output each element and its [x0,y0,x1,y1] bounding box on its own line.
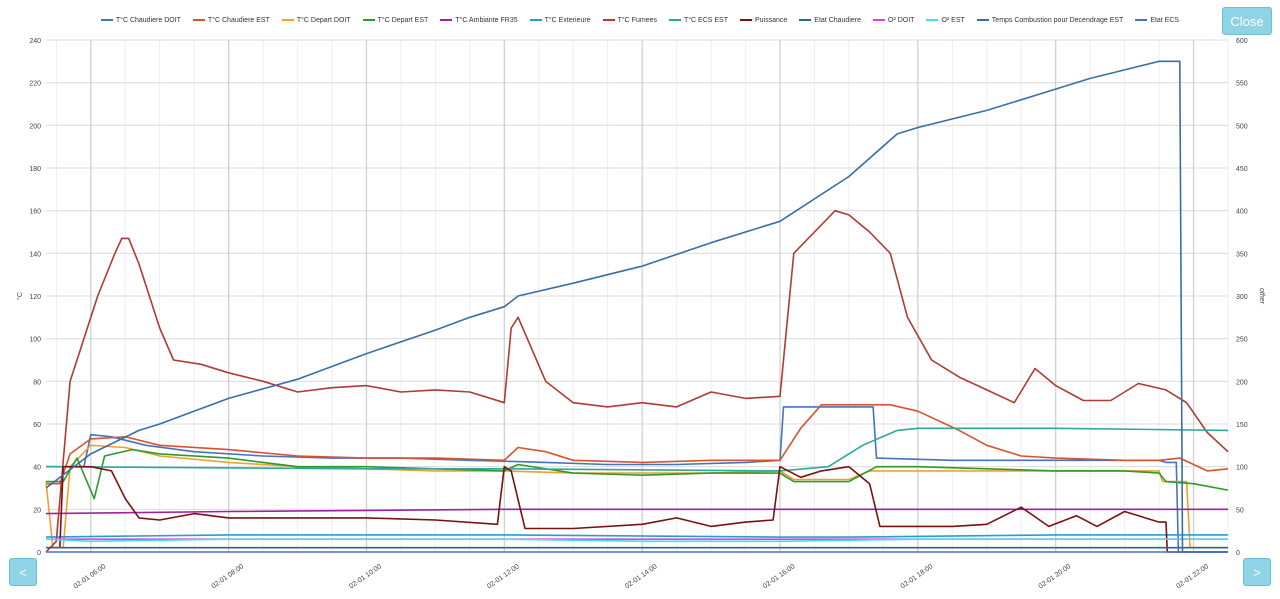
y-left-tick-label: 40 [33,465,41,472]
x-tick-label: 02-01 16:00 [762,563,797,590]
x-tick-label: 02-01 12:00 [486,563,521,590]
y-right-tick-label: 100 [1236,465,1248,472]
series-line-t-c-fumees [45,209,1229,553]
y-left-tick-label: 240 [29,38,41,45]
series-line-t-c-exterieure [45,534,1228,538]
next-button[interactable]: > [1243,558,1271,586]
series-line-t-c-ambiante-fr35 [45,508,1228,515]
legend-item[interactable]: O² DOIT [873,17,914,24]
legend-label: T°C Depart EST [377,16,429,24]
legend-swatch [1135,19,1148,21]
y-left-tick-label: 180 [29,166,41,173]
series-line-t-c-chaudiere-est [46,404,1229,485]
y-right-axis-title: other [1258,288,1265,305]
previous-button[interactable]: < [9,558,37,586]
legend-label: T°C Fumees [617,16,657,24]
legend-label: T°C Depart DOIT [296,16,351,24]
y-left-tick-label: 0 [37,550,41,557]
y-right-tick-label: 450 [1236,166,1248,173]
legend-label: Etat Chaudiere [814,16,861,24]
legend-swatch [192,19,205,21]
y-left-tick-label: 140 [29,251,41,258]
legend-swatch [440,19,453,21]
y-left-axis-title: °C [16,292,24,300]
x-tick-label: 02-01 06:00 [73,563,108,590]
y-left-tick-label: 160 [29,209,41,216]
legend-item[interactable]: T°C Chaudiere DOIT [100,16,181,24]
y-right-tick-label: 550 [1236,81,1248,88]
legend-swatch [362,19,375,21]
y-right-tick-label: 350 [1236,251,1248,258]
legend-item[interactable]: T°C ECS EST [668,16,728,24]
y-right-tick-label: 300 [1236,294,1248,301]
legend-item[interactable]: Etat Chaudiere [799,17,861,24]
legend-item[interactable]: T°C Chaudiere EST [192,16,270,24]
y-left-tick-label: 60 [33,422,41,429]
legend-label: T°C ECS EST [683,16,728,24]
series-line-puissance [46,465,1228,553]
x-tick-label: 02-01 18:00 [900,563,935,590]
series-line-t-c-ecs-est [45,427,1229,472]
series-line-o-est [45,538,1228,543]
x-tick-label: 02-01 22:00 [1175,563,1210,590]
y-right-tick-label: 150 [1236,422,1248,429]
legend-label: O² EST [941,16,965,24]
legend-label: Etat ECS [1150,16,1180,24]
x-tick-label: 02-01 20:00 [1038,563,1073,590]
legend-swatch [926,19,939,21]
series-line-t-c-depart-est [46,448,1229,500]
y-right-tick-label: 400 [1236,209,1248,216]
legend-item[interactable]: Puissance [740,17,787,24]
x-tick-label: 02-01 14:00 [624,563,659,590]
legend-swatch [799,19,812,21]
legend-label: T°C Chaudiere EST [207,16,270,24]
close-button[interactable]: Close [1222,7,1272,35]
legend-item[interactable]: O² EST [926,16,965,24]
legend-item[interactable]: Etat ECS [1135,17,1179,24]
chart-legend: T°C Chaudiere DOIT T°C Chaudiere EST T°C D… [70,10,1210,30]
y-right-tick-label: 600 [1236,38,1248,45]
legend-swatch [602,19,615,21]
series-line-temps-combustion-pour-decendrage-est [45,60,1228,553]
legend-item[interactable]: T°C Ambiante FR35 [440,16,518,24]
legend-swatch [976,19,989,21]
legend-label: T°C Ambiante FR35 [455,16,518,24]
legend-item[interactable]: T°C Depart EST [362,16,429,24]
legend-label: O² DOIT [888,16,915,24]
legend-item[interactable]: Temps Combustion pour Decendrage EST [976,16,1124,24]
y-left-tick-label: 220 [29,81,41,88]
y-left-tick-label: 200 [29,123,41,130]
y-right-tick-label: 200 [1236,379,1248,386]
y-right-tick-label: 50 [1236,507,1244,514]
x-tick-label: 02-01 10:00 [348,563,383,590]
y-right-tick-label: 500 [1236,123,1248,130]
legend-item[interactable]: T°C Depart DOIT [281,16,351,24]
legend-item[interactable]: T°C Exterieure [529,16,591,24]
legend-swatch [100,19,113,21]
legend-item[interactable]: T°C Fumees [602,16,657,24]
y-left-tick-label: 80 [33,379,41,386]
legend-swatch [668,19,681,21]
x-tick-label: 02-01 08:00 [210,563,245,590]
legend-swatch [740,19,752,21]
series-line-t-c-depart-doit [45,444,1228,549]
y-right-tick-label: 250 [1236,337,1248,344]
legend-swatch [873,19,885,21]
legend-label: Puissance [755,16,788,24]
y-left-tick-label: 120 [29,294,41,301]
y-left-tick-label: 20 [33,507,41,514]
legend-label: T°C Chaudiere DOIT [115,16,181,24]
legend-swatch [529,19,542,21]
legend-label: Temps Combustion pour Decendrage EST [991,16,1124,24]
y-left-tick-label: 100 [29,337,41,344]
legend-swatch [281,19,294,21]
y-right-tick-label: 0 [1236,550,1240,557]
legend-label: T°C Exterieure [544,16,591,24]
